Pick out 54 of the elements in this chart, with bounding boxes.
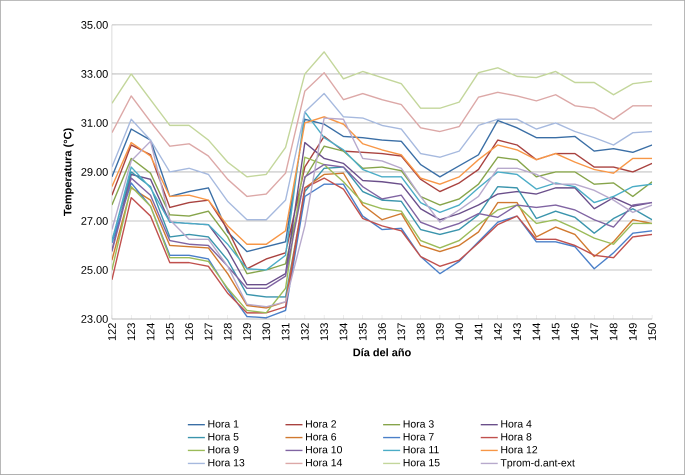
legend-label: Hora 4 bbox=[501, 420, 532, 428]
x-tick-label: 146 bbox=[571, 323, 579, 340]
legend-label: Hora 8 bbox=[501, 433, 532, 441]
x-tick-label: 142 bbox=[494, 323, 502, 340]
x-tick-label: 145 bbox=[552, 323, 560, 340]
x-tick-label: 132 bbox=[300, 323, 309, 340]
x-tick-label: 148 bbox=[610, 323, 618, 340]
y-tick-label: 31.00 bbox=[81, 119, 108, 127]
legend-label: Hora 13 bbox=[208, 458, 244, 466]
x-tick-label: 131 bbox=[282, 323, 290, 340]
legend-label: Hora 1 bbox=[208, 420, 238, 428]
legend-label: Hora 5 bbox=[208, 433, 238, 440]
x-tick-label: 140 bbox=[455, 323, 464, 340]
y-tick-label: 23.00 bbox=[81, 315, 108, 323]
x-tick-label: 136 bbox=[378, 323, 386, 340]
y-tick-label: 29.00 bbox=[81, 168, 108, 176]
legend-label: Hora 15 bbox=[404, 459, 440, 466]
legend-label: Hora 10 bbox=[306, 446, 342, 454]
x-tick-label: 139 bbox=[436, 323, 444, 340]
x-tick-label: 126 bbox=[185, 323, 193, 340]
x-tick-label: 127 bbox=[204, 323, 212, 340]
x-tick-label: 123 bbox=[127, 323, 136, 340]
legend-label: Hora 12 bbox=[501, 446, 538, 454]
legend-label: Hora 11 bbox=[404, 446, 439, 454]
x-tick-label: 135 bbox=[358, 323, 367, 340]
x-tick-label: 149 bbox=[628, 323, 637, 340]
legend-label: Hora 3 bbox=[404, 420, 434, 428]
legend-label: Hora 6 bbox=[306, 433, 336, 441]
x-tick-label: 141 bbox=[474, 323, 482, 340]
legend-label: Hora 14 bbox=[306, 459, 342, 466]
x-tick-label: 125 bbox=[166, 323, 174, 340]
y-tick-label: 33.00 bbox=[81, 70, 108, 78]
x-tick-label: 130 bbox=[262, 323, 270, 340]
y-tick-label: 25.00 bbox=[81, 266, 108, 274]
x-tick-label: 143 bbox=[513, 323, 521, 340]
x-tick-label: 144 bbox=[532, 323, 540, 340]
x-tick-label: 122 bbox=[108, 323, 116, 340]
y-tick-label: 35.00 bbox=[81, 21, 108, 29]
x-tick-label: 129 bbox=[243, 323, 251, 340]
legend-label: Hora 9 bbox=[208, 446, 238, 454]
x-tick-label: 124 bbox=[146, 323, 154, 340]
y-axis-title: Temperatura (°C) bbox=[63, 128, 74, 216]
x-axis-title: Día del año bbox=[354, 348, 411, 356]
legend-label: Hora 2 bbox=[306, 420, 336, 428]
x-tick-label: 133 bbox=[320, 323, 328, 340]
legend-label: Tprom-d.ant-ext bbox=[500, 458, 575, 469]
x-tick-label: 137 bbox=[397, 323, 406, 340]
x-tick-label: 138 bbox=[416, 323, 424, 340]
x-tick-label: 147 bbox=[590, 323, 598, 340]
y-tick-label: 27.00 bbox=[81, 217, 108, 225]
x-tick-label: 150 bbox=[648, 323, 656, 340]
x-tick-label: 134 bbox=[340, 323, 348, 340]
legend-label: Hora 7 bbox=[404, 433, 434, 440]
x-tick-label: 128 bbox=[224, 323, 232, 340]
